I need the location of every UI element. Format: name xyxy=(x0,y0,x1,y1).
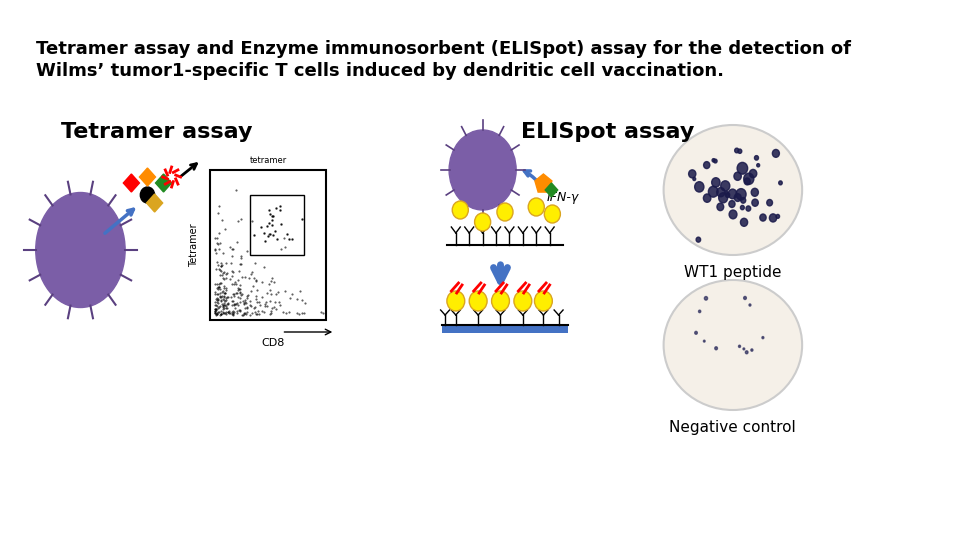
Circle shape xyxy=(497,203,513,221)
Circle shape xyxy=(726,193,730,198)
Circle shape xyxy=(755,156,758,160)
Circle shape xyxy=(140,187,155,203)
Circle shape xyxy=(773,150,780,157)
Circle shape xyxy=(756,164,759,167)
Circle shape xyxy=(740,218,748,226)
Circle shape xyxy=(741,198,746,203)
Circle shape xyxy=(711,178,720,187)
Circle shape xyxy=(695,332,697,334)
Circle shape xyxy=(696,237,701,242)
Circle shape xyxy=(743,348,745,350)
Circle shape xyxy=(776,214,780,218)
Circle shape xyxy=(705,296,708,300)
Text: IFN-γ: IFN-γ xyxy=(547,191,579,204)
Circle shape xyxy=(474,213,491,231)
Text: Tetramer assay: Tetramer assay xyxy=(60,122,252,142)
Circle shape xyxy=(734,172,741,180)
Text: WT1 peptide: WT1 peptide xyxy=(684,265,781,280)
Circle shape xyxy=(715,347,717,350)
Text: Tetramer: Tetramer xyxy=(189,223,199,267)
Circle shape xyxy=(745,351,748,354)
Circle shape xyxy=(712,159,715,162)
Circle shape xyxy=(469,291,487,311)
Circle shape xyxy=(704,194,710,202)
Circle shape xyxy=(708,186,718,197)
Circle shape xyxy=(725,191,729,194)
Text: Negative control: Negative control xyxy=(669,420,796,435)
Text: tetramer: tetramer xyxy=(250,156,287,165)
Circle shape xyxy=(759,214,766,221)
Circle shape xyxy=(695,181,704,192)
Circle shape xyxy=(750,170,756,178)
FancyBboxPatch shape xyxy=(210,170,326,320)
Circle shape xyxy=(740,205,744,210)
Circle shape xyxy=(719,193,728,203)
Circle shape xyxy=(446,291,465,311)
Circle shape xyxy=(713,159,717,163)
Circle shape xyxy=(738,149,742,153)
Circle shape xyxy=(767,199,773,206)
Circle shape xyxy=(734,194,741,201)
Circle shape xyxy=(744,173,754,185)
Text: ELISpot assay: ELISpot assay xyxy=(521,122,694,142)
Circle shape xyxy=(704,161,709,168)
Circle shape xyxy=(528,198,544,216)
Circle shape xyxy=(544,205,561,223)
Circle shape xyxy=(492,291,510,311)
Circle shape xyxy=(744,296,746,300)
Circle shape xyxy=(699,310,701,313)
Circle shape xyxy=(452,201,468,219)
Circle shape xyxy=(729,189,737,199)
Circle shape xyxy=(751,188,758,197)
Circle shape xyxy=(736,188,746,200)
Circle shape xyxy=(688,170,696,178)
FancyBboxPatch shape xyxy=(443,325,567,333)
Text: Tetramer assay and Enzyme immunosorbent (ELISpot) assay for the detection of: Tetramer assay and Enzyme immunosorbent … xyxy=(36,40,851,58)
Circle shape xyxy=(752,199,758,206)
Circle shape xyxy=(734,148,739,153)
Circle shape xyxy=(751,349,753,351)
Circle shape xyxy=(721,181,730,191)
Circle shape xyxy=(717,203,724,211)
Circle shape xyxy=(762,336,764,339)
Ellipse shape xyxy=(449,130,516,210)
Circle shape xyxy=(769,214,777,222)
Circle shape xyxy=(704,340,705,342)
Circle shape xyxy=(737,163,748,174)
Circle shape xyxy=(729,210,737,219)
Circle shape xyxy=(717,187,725,197)
Circle shape xyxy=(693,178,696,180)
Ellipse shape xyxy=(663,125,803,255)
Circle shape xyxy=(729,200,735,207)
Circle shape xyxy=(535,291,552,311)
Ellipse shape xyxy=(36,192,125,307)
Text: Wilms’ tumor1-specific T cells induced by dendritic cell vaccination.: Wilms’ tumor1-specific T cells induced b… xyxy=(36,62,724,80)
Circle shape xyxy=(746,206,751,211)
Circle shape xyxy=(738,345,740,347)
Circle shape xyxy=(744,178,751,185)
Circle shape xyxy=(514,291,532,311)
Text: CD8: CD8 xyxy=(261,338,284,348)
Circle shape xyxy=(749,304,751,306)
Circle shape xyxy=(779,181,782,185)
Ellipse shape xyxy=(663,280,803,410)
